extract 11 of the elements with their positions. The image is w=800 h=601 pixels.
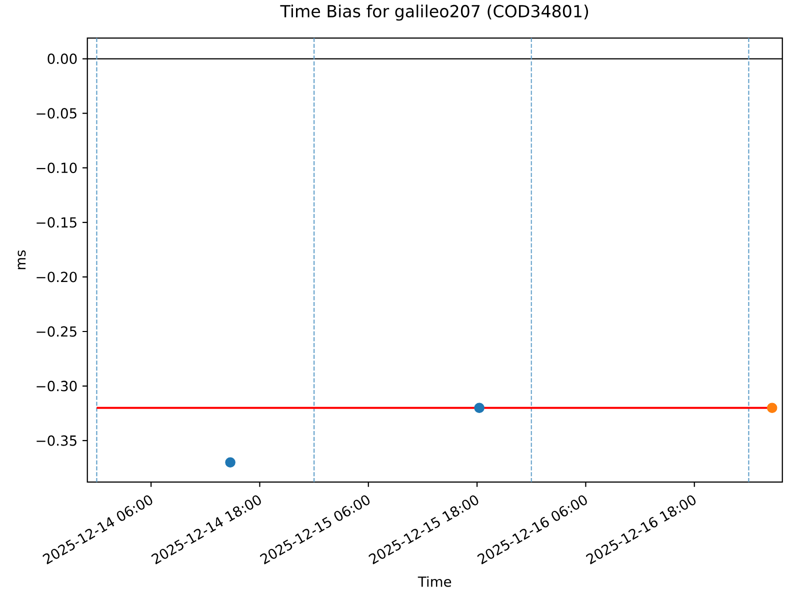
y-tick-label: −0.05 [36, 108, 76, 119]
y-tick-label: −0.25 [36, 326, 76, 337]
x-axis-title: Time [418, 576, 452, 587]
y-tick-label: −0.15 [36, 217, 76, 228]
y-axis-title: ms [18, 250, 26, 270]
y-tick-label: −0.10 [36, 162, 77, 174]
chart-title: Time Bias for galileo207 (COD34801) [280, 4, 588, 21]
y-tick-label: −0.35 [36, 435, 76, 446]
y-tick-label: −0.20 [36, 272, 77, 282]
y-tick-label: 0.00 [48, 54, 77, 64]
y-tick-label: −0.30 [36, 380, 77, 392]
